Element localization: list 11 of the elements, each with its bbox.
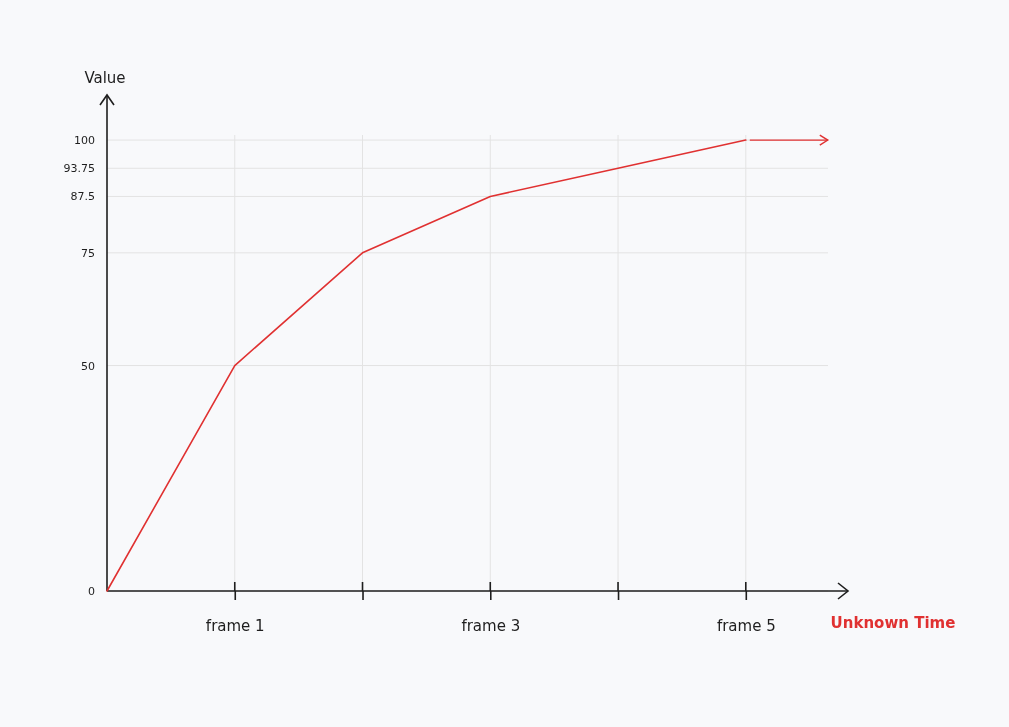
y-tick-label: 87.5 xyxy=(70,190,95,204)
y-axis-title: Value xyxy=(84,69,126,87)
y-tick-label: 50 xyxy=(81,359,95,373)
y-tick-label: 75 xyxy=(81,246,95,260)
y-tick-label: 0 xyxy=(88,585,95,598)
x-tick-label: frame 3 xyxy=(461,616,521,635)
x-tick-label: frame 5 xyxy=(716,616,776,635)
x-axis-title: Unknown Time xyxy=(830,614,956,632)
y-tick-label: 100 xyxy=(74,134,95,148)
x-tick-label: frame 1 xyxy=(205,616,265,635)
y-tick-label: 93.75 xyxy=(63,162,95,176)
